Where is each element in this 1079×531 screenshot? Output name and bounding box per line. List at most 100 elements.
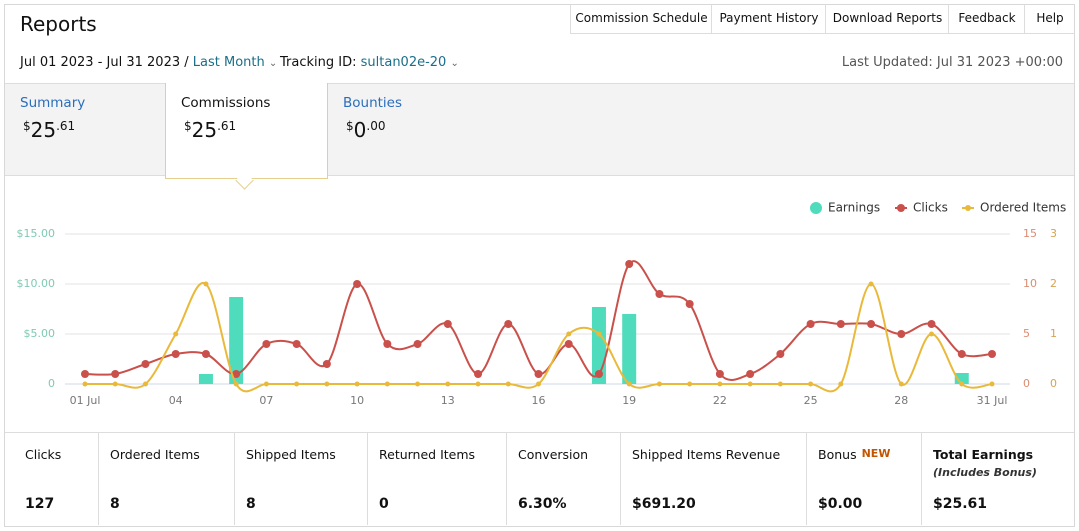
nav-button[interactable]: Commission Schedule	[570, 4, 712, 34]
tracking-label: Tracking ID:	[280, 55, 357, 70]
stat-name: Total Earnings	[933, 447, 1034, 462]
stat-name: Conversion	[518, 447, 589, 462]
new-badge: NEW	[861, 447, 891, 460]
point	[534, 370, 543, 378]
stat-value: 8	[110, 496, 120, 512]
point	[594, 370, 603, 378]
last-updated: Last Updated: Jul 31 2023 +00:00	[841, 55, 1063, 70]
x-tick-label: 04	[169, 394, 183, 407]
stat-divider	[806, 433, 807, 525]
point	[232, 370, 241, 378]
currency-symbol: $	[346, 119, 354, 133]
point	[292, 340, 301, 348]
stat-label: Shipped Items Revenue	[632, 447, 780, 462]
chart: 0 $5.00 $10.00 $15.00 0 5 10 15 0 1 2 3 01 Jul 04 07 10…	[17, 201, 1067, 408]
active-tab	[165, 83, 328, 179]
x-tick-label: 13	[441, 394, 455, 407]
point	[929, 331, 935, 337]
stat-label: Bonus NEW	[818, 447, 890, 462]
amount-cents: .61	[56, 119, 76, 133]
tracking: Tracking ID: sultan02e-20 ⌄	[280, 55, 459, 70]
point	[715, 370, 724, 378]
amount-cents: .61	[217, 119, 237, 133]
point	[897, 330, 906, 338]
point	[685, 300, 694, 308]
date-text: Jul 01 2023 - Jul 31 2023 /	[20, 55, 189, 70]
y2-tick-label: 0	[1023, 377, 1030, 390]
point	[384, 381, 390, 387]
stat-value: 127	[25, 496, 55, 512]
tab-label[interactable]: Commissions	[181, 95, 271, 111]
currency-symbol: $	[23, 119, 31, 133]
amount-whole: 25	[191, 118, 218, 142]
tab-amount: $0.00	[346, 118, 385, 142]
legend-label: Earnings	[828, 201, 880, 215]
point	[656, 381, 662, 387]
point	[564, 340, 573, 348]
stat-label: Shipped Items	[246, 447, 336, 462]
point	[112, 381, 118, 387]
point	[263, 381, 269, 387]
frame	[4, 4, 1075, 527]
nav-button[interactable]: Payment History	[711, 4, 826, 34]
stat-value: $0.00	[818, 496, 863, 512]
nav-button[interactable]: Help	[1024, 4, 1075, 34]
period-link[interactable]: Last Month	[192, 55, 265, 70]
point	[717, 381, 723, 387]
earnings-bar	[954, 373, 969, 384]
stat-name: Shipped Items	[246, 447, 336, 462]
point	[171, 350, 180, 358]
nav-button[interactable]: Feedback	[948, 4, 1025, 34]
x-tick-label: 07	[259, 394, 273, 407]
point	[201, 350, 210, 358]
point	[505, 381, 511, 387]
tab-label[interactable]: Bounties	[343, 95, 403, 111]
point	[776, 350, 785, 358]
point	[443, 320, 452, 328]
tracking-id[interactable]: sultan02e-20	[360, 55, 447, 70]
stat-value: 8	[246, 496, 256, 512]
x-tick-label: 31 Jul	[977, 394, 1008, 407]
tab-amount: $25.61	[23, 118, 75, 142]
point	[747, 381, 753, 387]
stat-divider	[620, 433, 621, 525]
point	[413, 340, 422, 348]
y2-tick-label: 5	[1023, 327, 1030, 340]
stat-divider	[367, 433, 368, 525]
point	[82, 381, 88, 387]
point	[687, 381, 693, 387]
legend-label: Ordered Items	[980, 201, 1066, 215]
stat-name: Shipped Items Revenue	[632, 447, 781, 462]
point	[353, 280, 362, 288]
line	[85, 281, 993, 393]
tab-label[interactable]: Summary	[20, 95, 86, 111]
legend-swatch	[897, 204, 905, 212]
stat-name: Ordered Items	[110, 447, 200, 462]
stat-name: Returned Items	[379, 447, 476, 462]
earnings-bar	[229, 297, 244, 384]
stats-divider	[5, 432, 1074, 433]
date-range: Jul 01 2023 - Jul 31 2023 / Last Month ⌄	[20, 55, 278, 70]
stat-label: Clicks	[25, 447, 61, 462]
point	[566, 331, 572, 337]
point	[868, 281, 874, 287]
point	[81, 370, 89, 378]
stat-value: $691.20	[632, 496, 696, 512]
nav-button[interactable]: Download Reports	[825, 4, 949, 34]
y3-tick-label: 1	[1050, 327, 1057, 340]
point	[324, 381, 330, 387]
stat-label: Ordered Items	[110, 447, 200, 462]
point	[262, 340, 271, 348]
legend-swatch	[810, 202, 822, 214]
y2-tick-label: 10	[1023, 277, 1037, 290]
stat-label: Total Earnings	[933, 447, 1033, 462]
x-tick-label: 10	[350, 394, 364, 407]
line	[84, 260, 993, 382]
y-tick-label: $5.00	[24, 327, 56, 340]
earnings-bar	[622, 314, 637, 384]
point	[777, 381, 783, 387]
y-tick-label: 0	[48, 377, 55, 390]
point	[322, 360, 331, 368]
point	[927, 320, 936, 328]
stat-note: (Includes Bonus)	[933, 466, 1037, 479]
